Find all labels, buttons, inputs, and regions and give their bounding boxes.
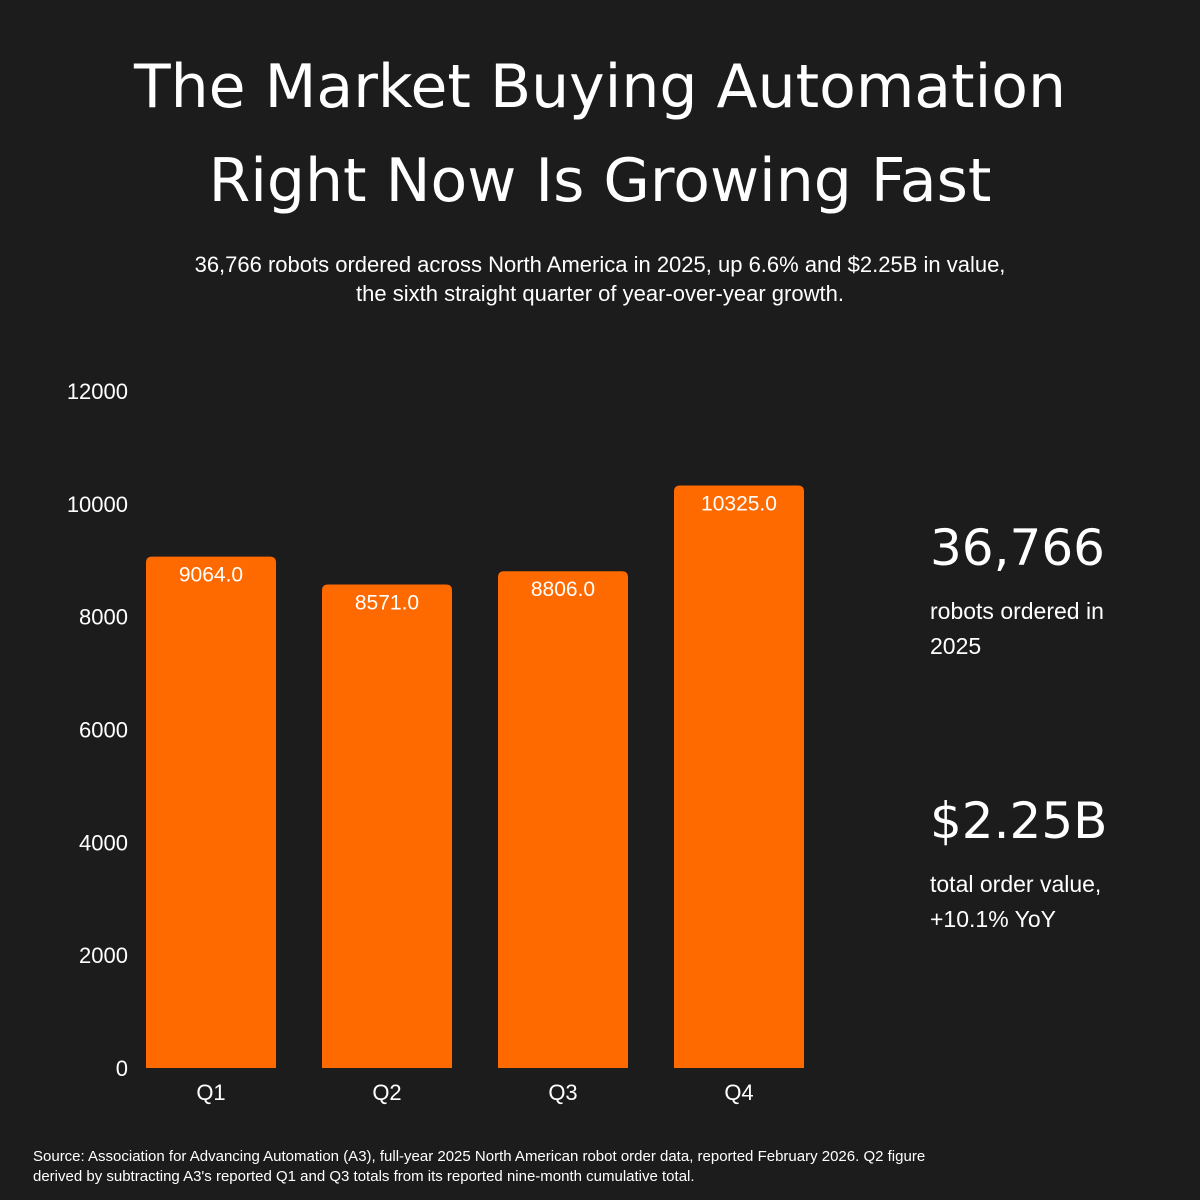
bar-q3 [498,571,628,1068]
bar-chart: 0 2000 4000 6000 8000 10000 12000 9064.0 8571.0… [67,379,804,1105]
stat-robots-ordered-label-line-2: 2025 [930,633,982,659]
source-note-line-2: derived by subtracting A3's reported Q1 … [33,1168,695,1185]
bar-q2 [322,584,452,1068]
y-tick-label: 10000 [67,492,128,517]
y-tick-label: 4000 [79,830,128,855]
bar-value-label-q3: 8806.0 [531,578,595,601]
y-tick-label: 12000 [67,379,128,404]
chart-subtitle-line-1: 36,766 robots ordered across North Ameri… [194,252,1006,277]
stat-robots-ordered-value: 36,766 [930,519,1105,577]
bar-value-label-q1: 9064.0 [179,564,243,587]
x-tick-label-q1: Q1 [196,1080,225,1105]
x-tick-label-q3: Q3 [548,1080,577,1105]
chart-title-line-1: The Market Buying Automation [134,52,1066,122]
bar-value-label-q4: 10325.0 [701,492,777,515]
stat-robots-ordered-label-line-1: robots ordered in [930,598,1104,624]
chart-title: The Market Buying Automation Right Now I… [0,40,1200,228]
x-tick-label-q4: Q4 [724,1080,753,1105]
stat-robots-ordered: 36,766 robots ordered in 2025 [930,518,1180,664]
y-tick-label: 2000 [79,943,128,968]
y-tick-label: 6000 [79,718,128,743]
chart-title-line-2: Right Now Is Growing Fast [208,146,992,216]
chart-subtitle-line-2: the sixth straight quarter of year-over-… [356,281,844,306]
x-axis-tick-labels: Q1 Q2 Q3 Q4 [196,1080,753,1105]
stat-robots-ordered-label: robots ordered in 2025 [930,594,1180,664]
bar-value-label-q2: 8571.0 [355,591,419,614]
stat-order-value-label-line-1: total order value, [930,871,1102,897]
y-axis-tick-labels: 0 2000 4000 6000 8000 10000 12000 [67,379,128,1081]
source-note: Source: Association for Advancing Automa… [33,1147,1173,1187]
stat-order-value-label: total order value, +10.1% YoY [930,867,1180,937]
stat-order-value-label-line-2: +10.1% YoY [930,906,1056,932]
x-tick-label-q2: Q2 [372,1080,401,1105]
bar-series: 9064.0 8571.0 8806.0 10325.0 [146,485,804,1068]
stat-order-value: $2.25B total order value, +10.1% YoY [930,791,1180,937]
y-tick-label: 0 [116,1056,128,1081]
source-note-line-1: Source: Association for Advancing Automa… [33,1148,926,1165]
bar-q4 [674,485,804,1068]
bar-q1 [146,556,276,1068]
y-tick-label: 8000 [79,605,128,630]
stat-order-value-value: $2.25B [930,792,1108,850]
chart-subtitle: 36,766 robots ordered across North Ameri… [0,250,1200,308]
